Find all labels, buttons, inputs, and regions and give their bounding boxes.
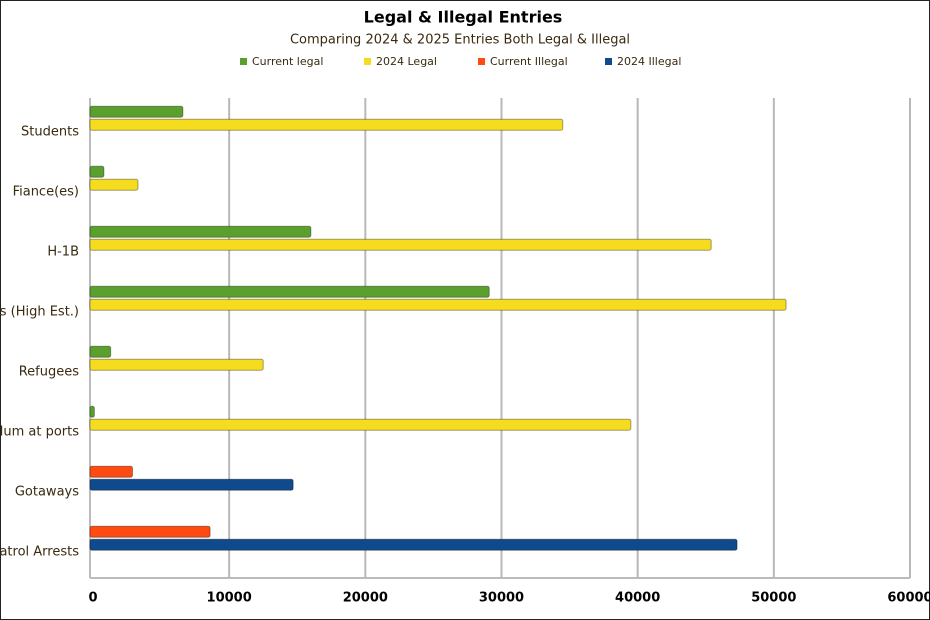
y-tick-label: Students (21, 125, 79, 140)
legend-label: 2024 Illegal (617, 55, 681, 68)
y-tick-label: H-1B (47, 245, 79, 260)
chart-subtitle: Comparing 2024 & 2025 Entries Both Legal… (290, 33, 630, 48)
bar (89, 225, 312, 238)
bar (89, 358, 264, 371)
y-tick-label: s (High Est.) (0, 305, 79, 320)
legend-swatch (240, 58, 247, 65)
bar (89, 538, 738, 551)
bar (89, 478, 294, 491)
bar (89, 178, 139, 191)
bar (89, 465, 133, 478)
x-tick-label: 40000 (615, 591, 660, 606)
y-tick-label: Refugees (19, 365, 80, 380)
x-tick-label: 50000 (751, 591, 796, 606)
bar (89, 118, 564, 131)
bar (89, 405, 95, 418)
bar (89, 238, 712, 251)
legend-swatch (478, 58, 485, 65)
legend-label: Current Illegal (490, 55, 568, 68)
y-tick-label: atrol Arrests (0, 545, 79, 560)
y-tick-label: Gotaways (15, 485, 79, 500)
y-tick-label: lum at ports (0, 425, 79, 440)
legend-swatch (364, 58, 371, 65)
bar (89, 345, 112, 358)
x-tick-label: 10000 (207, 591, 252, 606)
x-tick-label: 20000 (343, 591, 388, 606)
x-tick-label: 0 (88, 591, 97, 606)
legend-label: 2024 Legal (376, 55, 437, 68)
chart-title: Legal & Illegal Entries (364, 8, 563, 27)
x-tick-label: 60000 (887, 591, 930, 606)
y-tick-label: Fiance(es) (13, 185, 79, 200)
legend-swatch (605, 58, 612, 65)
bar (89, 285, 490, 298)
bar (89, 418, 632, 431)
bar (89, 298, 787, 311)
bar (89, 105, 184, 118)
bar (89, 165, 105, 178)
x-tick-label: 30000 (479, 591, 524, 606)
legend-label: Current legal (252, 55, 323, 68)
bar (89, 525, 211, 538)
